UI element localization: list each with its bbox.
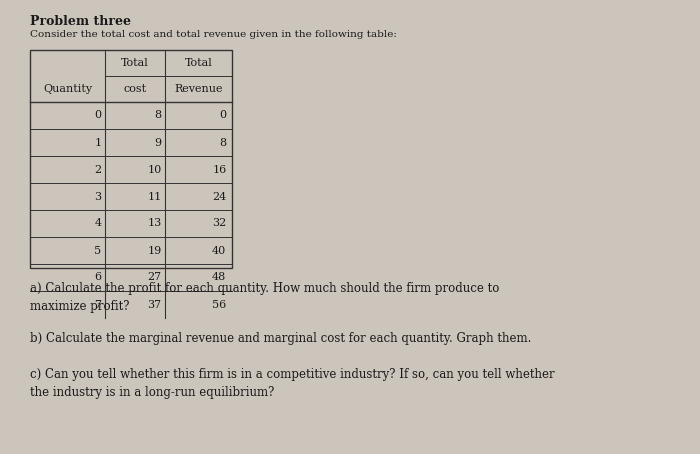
Text: cost: cost <box>123 84 146 94</box>
Text: 8: 8 <box>155 110 162 120</box>
Text: 48: 48 <box>212 272 226 282</box>
Text: 37: 37 <box>148 300 162 310</box>
Text: 16: 16 <box>212 164 226 174</box>
Text: Revenue: Revenue <box>174 84 223 94</box>
Text: Problem three: Problem three <box>30 15 131 28</box>
Text: 13: 13 <box>147 218 162 228</box>
Text: 56: 56 <box>212 300 226 310</box>
Text: 0: 0 <box>219 110 226 120</box>
Text: a) Calculate the profit for each quantity. How much should the firm produce to
m: a) Calculate the profit for each quantit… <box>30 282 499 313</box>
Text: 0: 0 <box>94 110 101 120</box>
Text: Total: Total <box>185 58 212 68</box>
Text: 5: 5 <box>94 246 101 256</box>
Text: 7: 7 <box>94 300 101 310</box>
Text: 3: 3 <box>94 192 101 202</box>
Text: b) Calculate the marginal revenue and marginal cost for each quantity. Graph the: b) Calculate the marginal revenue and ma… <box>30 332 531 345</box>
Text: Total: Total <box>121 58 149 68</box>
Text: 4: 4 <box>94 218 101 228</box>
Text: 2: 2 <box>94 164 101 174</box>
Text: 32: 32 <box>212 218 226 228</box>
Text: 40: 40 <box>212 246 226 256</box>
Text: 10: 10 <box>147 164 162 174</box>
Text: 27: 27 <box>148 272 162 282</box>
Text: 19: 19 <box>147 246 162 256</box>
Text: 11: 11 <box>147 192 162 202</box>
Text: 24: 24 <box>212 192 226 202</box>
Text: Quantity: Quantity <box>43 84 92 94</box>
Text: Consider the total cost and total revenue given in the following table:: Consider the total cost and total revenu… <box>30 30 397 39</box>
Text: c) Can you tell whether this firm is in a competitive industry? If so, can you t: c) Can you tell whether this firm is in … <box>30 368 554 399</box>
Text: 9: 9 <box>155 138 162 148</box>
Text: 1: 1 <box>94 138 101 148</box>
Text: 8: 8 <box>219 138 226 148</box>
Text: 6: 6 <box>94 272 101 282</box>
